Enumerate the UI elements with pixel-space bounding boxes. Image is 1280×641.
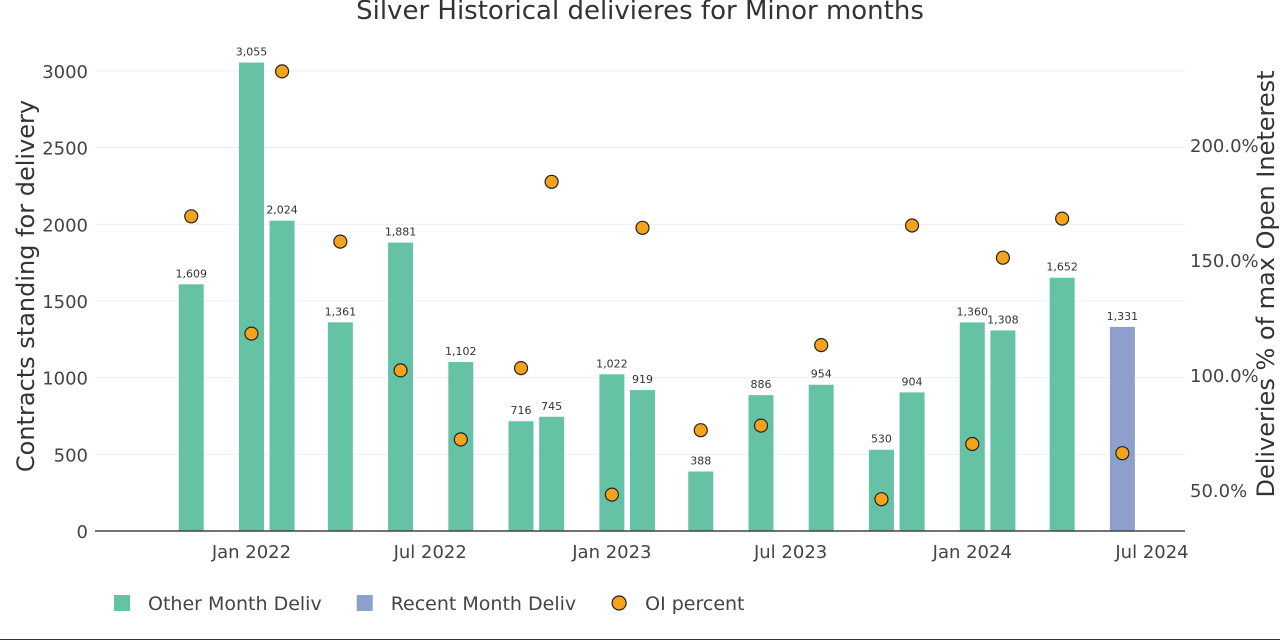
- x-tick-label: Jan 2023: [571, 542, 651, 563]
- y-tick-label: 2000: [42, 215, 88, 236]
- bar: [1049, 277, 1075, 531]
- bar-value-label: 388: [690, 455, 711, 468]
- bar-value-label: 1,360: [957, 305, 989, 318]
- bottom-border: [0, 639, 1280, 640]
- oi-point: [333, 234, 348, 249]
- bar: [269, 220, 295, 532]
- bar-value-label: 3,055: [236, 46, 268, 59]
- y2-axis-title: Deliveries % of max Open Ineterest: [1252, 70, 1280, 497]
- bar: [629, 390, 655, 531]
- oi-point: [635, 220, 650, 235]
- bar: [808, 384, 834, 531]
- y-tick-label: 500: [54, 445, 88, 466]
- y2-tick-label: 200.0%: [1190, 136, 1259, 157]
- bar: [688, 471, 714, 531]
- bar-value-label: 745: [541, 400, 562, 413]
- y-tick-label: 3000: [42, 62, 88, 83]
- bar: [1109, 326, 1135, 531]
- oi-point: [1055, 211, 1070, 226]
- bar-value-label: 954: [811, 368, 832, 381]
- bar-value-label: 716: [511, 404, 532, 417]
- oi-point: [814, 338, 829, 353]
- chart-title: Silver Historical delivieres for Minor m…: [356, 0, 924, 26]
- oi-point: [393, 363, 408, 378]
- bar-value-label: 530: [871, 433, 892, 446]
- y2-tick-label: 100.0%: [1190, 366, 1259, 387]
- oi-point: [604, 487, 619, 502]
- bar: [327, 322, 353, 531]
- legend: Other Month Deliv Recent Month Deliv OI pe…: [114, 593, 745, 615]
- bar-value-label: 1,331: [1107, 310, 1139, 323]
- bar-value-label: 919: [632, 373, 653, 386]
- bar: [748, 395, 774, 531]
- bar: [959, 322, 985, 531]
- bar-value-label: 1,102: [445, 345, 477, 358]
- bar-value-label: 1,022: [596, 357, 628, 370]
- legend-swatch: [114, 595, 130, 611]
- oi-point: [874, 492, 889, 507]
- bar: [990, 330, 1016, 531]
- bar-value-label: 1,308: [987, 313, 1019, 326]
- y-tick-label: 0: [77, 522, 88, 543]
- bar: [868, 449, 894, 531]
- oi-point: [995, 250, 1010, 265]
- bar: [448, 362, 474, 531]
- legend-swatch: [611, 595, 627, 611]
- x-tick-label: Jan 2024: [932, 542, 1012, 563]
- bar-value-label: 886: [750, 378, 771, 391]
- oi-point: [244, 326, 259, 341]
- legend-label: Recent Month Deliv: [391, 593, 576, 615]
- bar-value-label: 1,609: [175, 267, 207, 280]
- legend-swatch: [356, 595, 373, 611]
- bar: [539, 416, 565, 531]
- bar-value-label: 2,024: [266, 204, 298, 217]
- y-axis-title: Contracts standing for delivery: [12, 100, 40, 472]
- bar-value-label: 1,652: [1046, 261, 1078, 274]
- oi-point: [544, 174, 559, 189]
- bar-value-label: 1,881: [385, 226, 417, 239]
- y2-tick-label: 50.0%: [1190, 481, 1247, 502]
- x-tick-label: Jul 2024: [1114, 542, 1188, 563]
- y-tick-label: 1000: [42, 369, 88, 390]
- oi-points: [184, 64, 1130, 507]
- bar: [599, 374, 625, 531]
- bar: [238, 62, 264, 532]
- bar-value-label: 904: [902, 375, 923, 388]
- oi-point: [513, 361, 529, 376]
- oi-point: [904, 218, 920, 233]
- oi-point: [965, 436, 980, 452]
- x-tick-label: Jul 2023: [753, 542, 827, 563]
- bar: [388, 242, 414, 531]
- oi-point: [693, 423, 708, 438]
- oi-point: [274, 64, 290, 79]
- bars: [178, 62, 1135, 532]
- y-tick-label: 1500: [42, 292, 88, 313]
- y-tick-label: 2500: [42, 139, 88, 160]
- legend-label: OI percent: [645, 593, 744, 615]
- bar: [899, 392, 925, 531]
- x-tick-label: Jan 2022: [211, 542, 291, 563]
- bar-labels: 1,609 3,055 2,024 1,361 1,881 1,102 716 745 1,02…: [175, 46, 1138, 468]
- bar-value-label: 1,361: [325, 305, 357, 318]
- oi-point: [184, 209, 199, 224]
- x-tick-label: Jul 2022: [393, 542, 467, 563]
- bar: [178, 284, 204, 531]
- y2-tick-label: 150.0%: [1190, 251, 1259, 272]
- legend-label: Other Month Deliv: [148, 593, 322, 615]
- axes: 0 500 1000 1500 2000 2500 3000 50.0% 100.0% 150.0…: [42, 62, 1258, 563]
- oi-point: [453, 432, 468, 447]
- bar: [508, 421, 534, 531]
- oi-point: [753, 418, 769, 433]
- oi-point: [1115, 446, 1130, 461]
